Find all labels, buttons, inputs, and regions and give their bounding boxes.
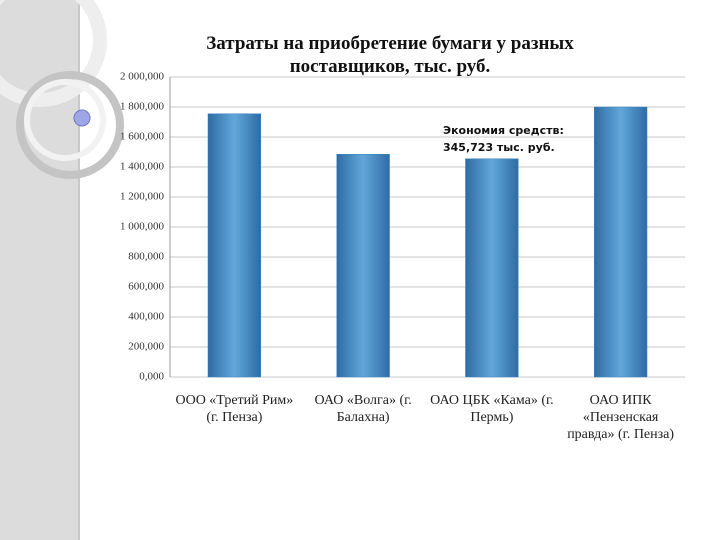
- bar: [336, 154, 390, 378]
- deco-ring: [24, 79, 106, 161]
- y-tick-label: 0,000: [139, 371, 164, 383]
- deco-ring: [16, 71, 124, 179]
- y-tick-label: 400,000: [128, 311, 164, 323]
- deco-ball: [73, 109, 91, 127]
- bar: [593, 106, 648, 378]
- chart-title: Затраты на приобретение бумаги у разных …: [206, 33, 574, 77]
- y-tick-label: 1 000,000: [120, 221, 165, 233]
- y-tick-label: 800,000: [128, 251, 164, 263]
- x-tick-label: ОАО ЦБК «Кама» (г. Пермь): [430, 393, 554, 425]
- x-tick-label: ОАО ИПК «Пензенская правда» (г. Пенза): [567, 393, 675, 442]
- y-tick-label: 1 600,000: [120, 131, 165, 143]
- x-tick-label: ООО «Третий Рим» (г. Пенза): [175, 393, 294, 425]
- deco-ring: [0, 0, 107, 107]
- y-tick-label: 1 200,000: [120, 191, 165, 203]
- bar: [465, 158, 519, 378]
- plot: 0,000 200,000 400,000 600,000 800,000 1 000,0…: [120, 71, 685, 383]
- x-tick-label: ОАО «Волга» (г. Балахна): [314, 393, 412, 425]
- y-tick-label: 200,000: [128, 341, 164, 353]
- y-tick-label: 600,000: [128, 281, 164, 293]
- annotation: Экономия средств:: [443, 124, 564, 137]
- side-edge: [78, 0, 80, 540]
- annotation: 345,723 тыс. руб.: [443, 141, 555, 154]
- y-tick-label: 1 800,000: [120, 101, 165, 113]
- y-tick-label: 2 000,000: [120, 71, 165, 83]
- y-tick-label: 1 400,000: [120, 161, 165, 173]
- bar: [207, 113, 262, 378]
